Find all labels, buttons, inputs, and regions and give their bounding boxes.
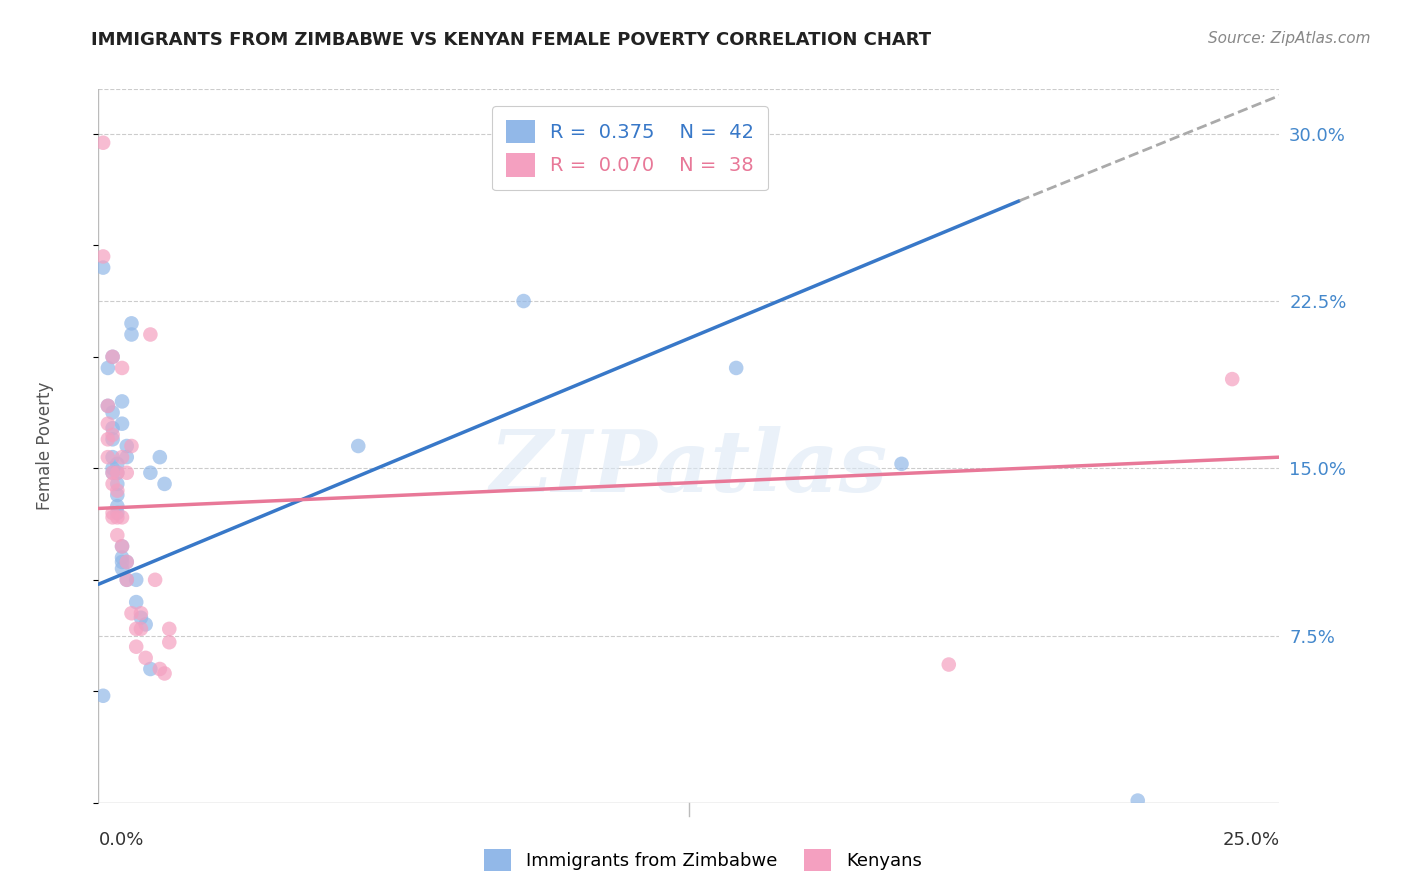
Point xyxy=(105,483,128,498)
Point xyxy=(135,651,157,665)
Point xyxy=(153,476,176,491)
Point xyxy=(91,689,114,703)
Point xyxy=(101,433,124,447)
Point xyxy=(91,249,114,264)
Point xyxy=(129,610,152,624)
Point xyxy=(111,555,134,569)
Point xyxy=(125,595,148,609)
Text: Female Poverty: Female Poverty xyxy=(37,382,55,510)
Point xyxy=(101,461,124,475)
Point xyxy=(91,136,114,150)
Legend: Immigrants from Zimbabwe, Kenyans: Immigrants from Zimbabwe, Kenyans xyxy=(477,842,929,879)
Point xyxy=(97,360,120,375)
Point xyxy=(101,450,124,465)
Point xyxy=(101,466,124,480)
Text: 25.0%: 25.0% xyxy=(1222,831,1279,849)
Point xyxy=(101,350,124,364)
Point xyxy=(890,457,912,471)
Point xyxy=(129,622,152,636)
Point xyxy=(101,510,124,524)
Text: 0.0%: 0.0% xyxy=(98,831,143,849)
Point xyxy=(143,573,166,587)
Point xyxy=(725,360,748,375)
Point xyxy=(111,562,134,576)
Point xyxy=(139,327,162,342)
Point xyxy=(135,617,157,632)
Point xyxy=(97,433,120,447)
Point xyxy=(157,635,180,649)
Point xyxy=(121,439,143,453)
Point xyxy=(105,457,128,471)
Point xyxy=(1126,794,1149,808)
Point xyxy=(157,622,180,636)
Point xyxy=(115,450,138,465)
Text: Source: ZipAtlas.com: Source: ZipAtlas.com xyxy=(1208,31,1371,46)
Point xyxy=(115,555,138,569)
Point xyxy=(111,539,134,553)
Point xyxy=(111,450,134,465)
Point xyxy=(111,394,134,409)
Point xyxy=(129,607,152,621)
Point xyxy=(115,573,138,587)
Point xyxy=(1220,372,1243,386)
Point xyxy=(101,421,124,435)
Point xyxy=(115,555,138,569)
Point xyxy=(111,550,134,565)
Point xyxy=(105,476,128,491)
Point xyxy=(938,657,960,672)
Text: IMMIGRANTS FROM ZIMBABWE VS KENYAN FEMALE POVERTY CORRELATION CHART: IMMIGRANTS FROM ZIMBABWE VS KENYAN FEMAL… xyxy=(91,31,932,49)
Point xyxy=(111,539,134,553)
Point xyxy=(149,662,172,676)
Point xyxy=(97,399,120,413)
Point xyxy=(91,260,114,275)
Point xyxy=(121,317,143,331)
Point xyxy=(111,417,134,431)
Point xyxy=(105,510,128,524)
Point xyxy=(347,439,370,453)
Point xyxy=(105,500,128,514)
Point xyxy=(105,528,128,542)
Point xyxy=(101,427,124,442)
Point xyxy=(125,640,148,654)
Point xyxy=(153,666,176,681)
Point xyxy=(105,488,128,502)
Point xyxy=(105,506,128,520)
Point xyxy=(139,662,162,676)
Point xyxy=(512,293,534,308)
Point xyxy=(111,360,134,375)
Point xyxy=(97,399,120,413)
Point xyxy=(115,466,138,480)
Point xyxy=(125,622,148,636)
Point xyxy=(149,450,172,465)
Point xyxy=(125,573,148,587)
Point xyxy=(101,506,124,520)
Point xyxy=(111,510,134,524)
Point xyxy=(101,466,124,480)
Point xyxy=(121,327,143,342)
Text: ZIPatlas: ZIPatlas xyxy=(489,425,889,509)
Point xyxy=(97,417,120,431)
Point xyxy=(101,405,124,420)
Point xyxy=(105,466,128,480)
Point xyxy=(101,350,124,364)
Legend: R =  0.375    N =  42, R =  0.070    N =  38: R = 0.375 N = 42, R = 0.070 N = 38 xyxy=(492,106,768,191)
Point xyxy=(97,450,120,465)
Point xyxy=(121,607,143,621)
Point xyxy=(105,466,128,480)
Point xyxy=(139,466,162,480)
Point xyxy=(101,476,124,491)
Point xyxy=(115,573,138,587)
Point xyxy=(115,439,138,453)
